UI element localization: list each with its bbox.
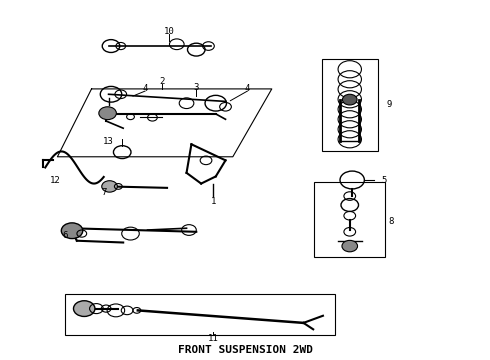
Bar	[322, 59, 378, 152]
Text: 11: 11	[208, 334, 219, 343]
Text: 9: 9	[386, 100, 392, 109]
Text: FRONT SUSPENSION 2WD: FRONT SUSPENSION 2WD	[177, 345, 313, 355]
Circle shape	[102, 181, 117, 192]
Circle shape	[99, 107, 116, 120]
Text: 6: 6	[62, 231, 68, 240]
Text: 4: 4	[143, 84, 148, 93]
Text: 12: 12	[49, 176, 60, 185]
Text: 5: 5	[381, 176, 387, 185]
Circle shape	[342, 240, 358, 252]
Bar	[65, 294, 335, 336]
Text: 7: 7	[101, 188, 106, 197]
Text: 3: 3	[194, 83, 199, 92]
Text: 8: 8	[389, 217, 394, 226]
Text: 2: 2	[159, 77, 165, 86]
Text: 13: 13	[103, 137, 114, 146]
Text: 4: 4	[245, 84, 250, 93]
Text: 10: 10	[164, 27, 175, 36]
Circle shape	[74, 301, 95, 316]
Circle shape	[61, 223, 83, 239]
Text: 1: 1	[211, 197, 216, 206]
Bar	[314, 182, 385, 257]
Circle shape	[343, 94, 357, 105]
